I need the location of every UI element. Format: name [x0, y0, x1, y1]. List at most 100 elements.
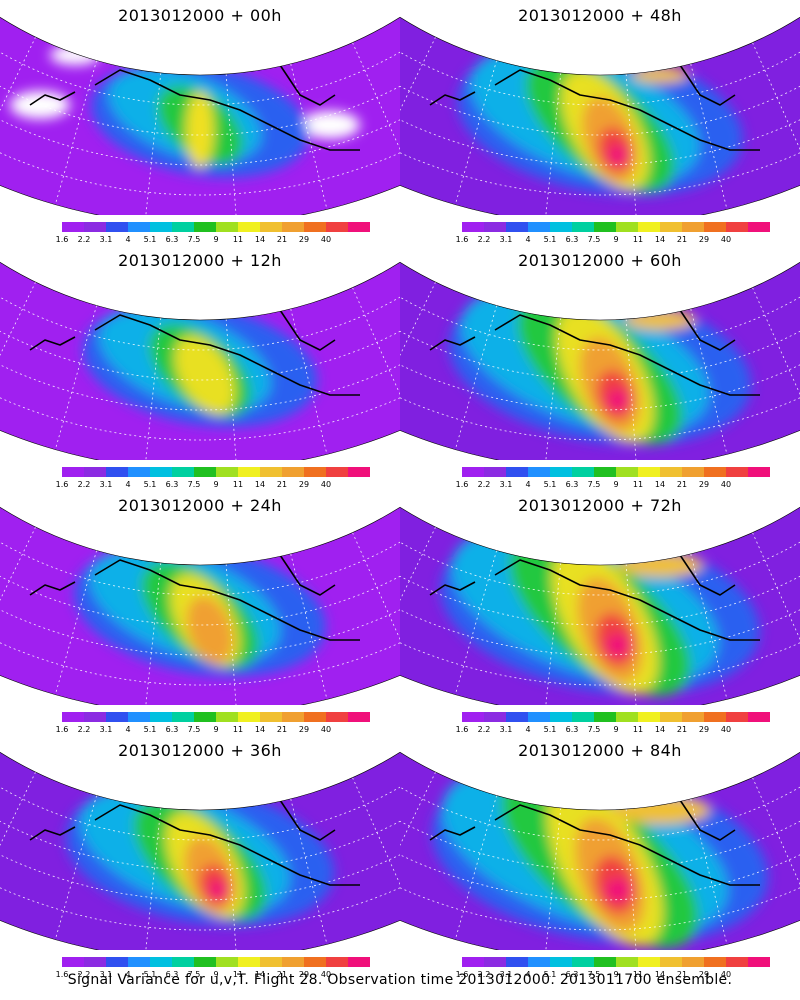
colorbar-swatch	[84, 712, 106, 722]
colorbar-swatch	[484, 712, 506, 722]
panel-title: 2013012000 + 84h	[518, 741, 682, 760]
colorbar-tick-label: 7.5	[587, 725, 601, 734]
colorbar-swatch	[260, 712, 282, 722]
colorbar-swatch	[84, 957, 106, 967]
colorbar-swatch	[660, 712, 682, 722]
colorbar-swatch	[550, 712, 572, 722]
colorbar-tick-label: 21	[276, 970, 288, 979]
colorbar-swatch	[506, 957, 528, 967]
variance-map	[400, 745, 800, 950]
colorbar-swatch	[704, 957, 726, 967]
colorbar	[62, 467, 370, 477]
colorbar	[62, 712, 370, 722]
colorbar	[462, 222, 770, 232]
colorbar-ticks: 1.6 2.2 3.1 4 5.1 6.3 7.5 9 11 14 21 29 40	[56, 725, 362, 735]
colorbar-swatch	[128, 222, 150, 232]
colorbar-swatch	[660, 957, 682, 967]
colorbar-tick-label: 11	[632, 235, 644, 244]
colorbar-swatch	[304, 957, 326, 967]
colorbar-tick-label: 5.1	[143, 970, 157, 979]
colorbar-tick-label: 7.5	[587, 235, 601, 244]
colorbar-tick-label: 2.2	[477, 725, 491, 734]
colorbar-swatch	[282, 467, 304, 477]
colorbar-swatch	[150, 222, 172, 232]
colorbar-swatch	[194, 957, 216, 967]
colorbar-swatch	[128, 712, 150, 722]
colorbar-tick-label: 29	[298, 480, 310, 489]
panel-title: 2013012000 + 48h	[518, 6, 682, 25]
colorbar-swatch	[150, 712, 172, 722]
colorbar-swatch	[484, 957, 506, 967]
colorbar-tick-label: 6.3	[565, 970, 579, 979]
colorbar-swatch	[238, 957, 260, 967]
colorbar-swatch	[572, 222, 594, 232]
colorbar-swatch	[326, 222, 348, 232]
colorbar-tick-label: 5.1	[143, 725, 157, 734]
forecast-panel: 2013012000 + 72h 1.6 2.2 3.1 4 5.1 6.3 7.5 9 11 14…	[400, 490, 800, 735]
colorbar-tick-label: 4	[125, 480, 131, 489]
colorbar-tick-label: 40	[720, 480, 732, 489]
forecast-panel: 2013012000 + 24h 1.6 2.2 3.1 4 5.1 6.3 7.5 9 11 14…	[0, 490, 400, 735]
colorbar-swatch	[550, 957, 572, 967]
colorbar-tick-label: 1.6	[455, 970, 469, 979]
colorbar-tick-label: 14	[254, 235, 266, 244]
colorbar-tick-label: 3.1	[499, 725, 513, 734]
colorbar-swatch	[748, 222, 770, 232]
colorbar-tick-label: 40	[320, 970, 332, 979]
colorbar-tick-label: 40	[320, 725, 332, 734]
colorbar-tick-label: 2.2	[77, 235, 91, 244]
colorbar-tick-label: 7.5	[187, 480, 201, 489]
colorbar-tick-label: 9	[613, 235, 619, 244]
colorbar-tick-label: 1.6	[55, 235, 69, 244]
colorbar-swatch	[528, 957, 550, 967]
colorbar-swatch	[106, 222, 128, 232]
colorbar-tick-label: 1.6	[55, 970, 69, 979]
colorbar-swatch	[84, 467, 106, 477]
colorbar-tick-label: 40	[720, 235, 732, 244]
panel-title: 2013012000 + 24h	[118, 496, 282, 515]
colorbar-tick-label: 9	[613, 725, 619, 734]
colorbar-tick-label: 14	[254, 480, 266, 489]
colorbar-swatch	[638, 467, 660, 477]
colorbar-swatch	[594, 712, 616, 722]
colorbar-swatch	[572, 957, 594, 967]
colorbar-tick-label: 5.1	[143, 235, 157, 244]
colorbar-swatch	[150, 467, 172, 477]
colorbar-swatch	[62, 957, 84, 967]
colorbar-tick-label: 29	[698, 725, 710, 734]
colorbar-swatch	[748, 467, 770, 477]
colorbar-ticks: 1.6 2.2 3.1 4 5.1 6.3 7.5 9 11 14 21 29 40	[456, 235, 762, 245]
colorbar	[462, 467, 770, 477]
colorbar-tick-label: 14	[254, 725, 266, 734]
variance-map	[0, 500, 400, 705]
colorbar-swatch	[572, 467, 594, 477]
colorbar	[462, 712, 770, 722]
colorbar-ticks: 1.6 2.2 3.1 4 5.1 6.3 7.5 9 11 14 21 29 40	[456, 725, 762, 735]
colorbar-swatch	[616, 712, 638, 722]
colorbar-swatch	[462, 467, 484, 477]
colorbar-tick-label: 11	[232, 970, 244, 979]
forecast-panel: 2013012000 + 60h 1.6 2.2 3.1 4 5.1 6.3 7.5 9 11 14…	[400, 245, 800, 490]
colorbar-tick-label: 21	[276, 235, 288, 244]
colorbar-swatch	[704, 712, 726, 722]
colorbar-tick-label: 1.6	[55, 725, 69, 734]
colorbar-tick-label: 5.1	[143, 480, 157, 489]
panel-title: 2013012000 + 00h	[118, 6, 282, 25]
colorbar-swatch	[594, 467, 616, 477]
colorbar-swatch	[326, 957, 348, 967]
colorbar-swatch	[106, 467, 128, 477]
colorbar	[62, 957, 370, 967]
colorbar-swatch	[194, 712, 216, 722]
panel-title: 2013012000 + 12h	[118, 251, 282, 270]
colorbar-swatch	[682, 467, 704, 477]
colorbar-tick-label: 21	[276, 725, 288, 734]
variance-map	[0, 255, 400, 460]
colorbar-tick-label: 7.5	[187, 725, 201, 734]
colorbar-tick-label: 40	[320, 235, 332, 244]
colorbar-tick-label: 11	[632, 725, 644, 734]
colorbar-tick-label: 11	[232, 235, 244, 244]
colorbar-swatch	[172, 467, 194, 477]
colorbar-swatch	[704, 222, 726, 232]
colorbar-swatch	[260, 957, 282, 967]
colorbar-swatch	[348, 222, 370, 232]
